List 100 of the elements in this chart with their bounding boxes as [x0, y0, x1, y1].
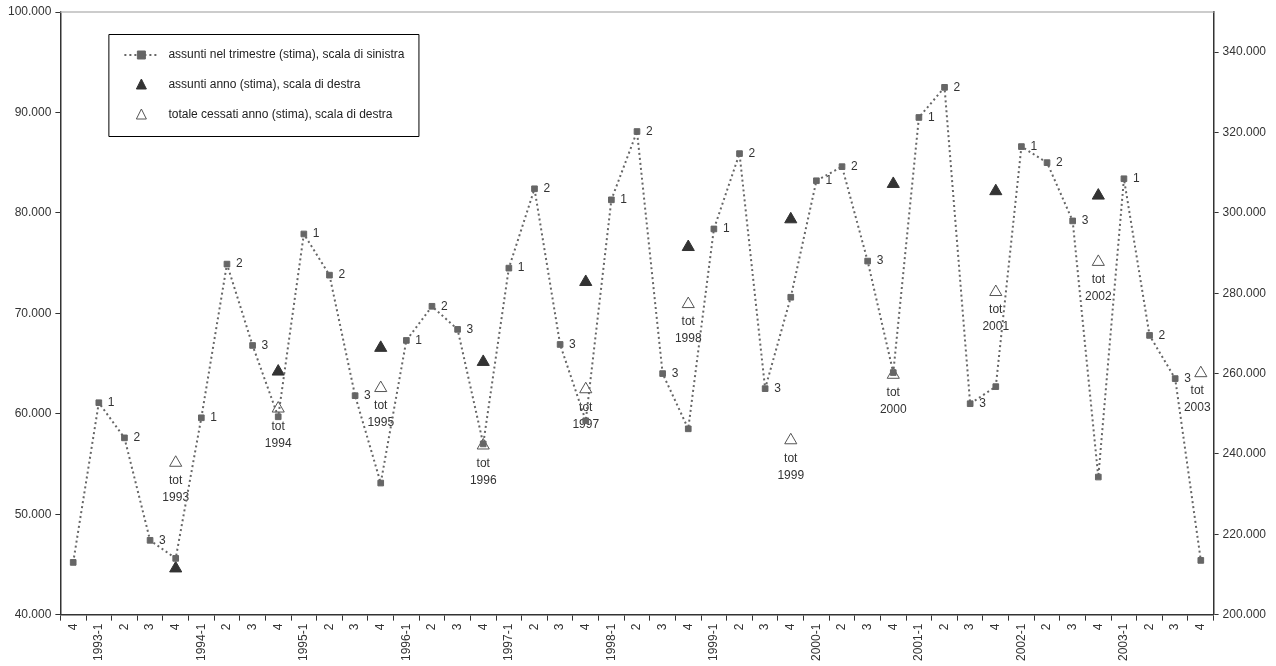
- point: [736, 150, 743, 157]
- x-tick-label: 3: [654, 623, 669, 631]
- point: [1146, 332, 1153, 339]
- y2-tick-label: 220.000: [1222, 526, 1267, 541]
- data-label: tot 1999: [777, 450, 805, 482]
- y2-tick-label: 340.000: [1222, 44, 1267, 59]
- point: [684, 425, 692, 433]
- point: [992, 383, 1000, 390]
- x-tick-label: 3: [347, 623, 362, 631]
- point: [374, 380, 388, 393]
- annotation: 2: [235, 256, 243, 271]
- annotation: 3: [261, 337, 269, 352]
- point: [1018, 143, 1025, 150]
- point: [146, 536, 154, 544]
- annotation: 2: [543, 181, 551, 196]
- annotation: 3: [671, 365, 679, 380]
- point: [69, 559, 77, 566]
- x-tick-label: 2: [321, 623, 336, 631]
- annotation: 1: [415, 332, 423, 347]
- y-tick-label: 100.000: [7, 4, 52, 19]
- point: [198, 414, 205, 422]
- point: [95, 399, 103, 407]
- annotation: 1: [107, 395, 115, 410]
- point: [787, 293, 795, 301]
- annotation: 3: [466, 321, 474, 336]
- point: [608, 196, 615, 204]
- annotation: 2: [133, 430, 141, 445]
- y-tick-label: 60.000: [14, 406, 52, 421]
- legend-label: assunti nel trimestre (stima), scala di sinistra: [168, 47, 405, 62]
- x-tick-label: 1999-1: [706, 623, 721, 662]
- x-tick-label: 4: [65, 623, 80, 631]
- x-tick-label: 4: [578, 623, 593, 631]
- data-label: tot 2001: [982, 302, 1010, 334]
- y2-tick-label: 300.000: [1222, 205, 1267, 220]
- point: [784, 432, 798, 445]
- x-tick-label: 2003-1: [1116, 623, 1131, 662]
- point: [505, 264, 513, 272]
- point: [1091, 188, 1105, 200]
- point: [659, 370, 666, 377]
- data-label: tot 2000: [879, 385, 907, 417]
- x-tick-label: 3: [859, 623, 874, 631]
- y2-tick-label: 320.000: [1222, 124, 1267, 139]
- point: [784, 211, 798, 224]
- y2-tick-label: 260.000: [1222, 365, 1267, 380]
- point: [579, 274, 593, 286]
- x-tick-label: 4: [373, 623, 388, 631]
- x-tick-label: 4: [270, 623, 285, 631]
- annotation: 2: [1158, 327, 1166, 342]
- annotation: 2: [1056, 154, 1064, 169]
- x-tick-label: 4: [885, 623, 900, 631]
- x-tick-label: 3: [962, 623, 977, 631]
- x-tick-label: 4: [783, 623, 798, 631]
- x-tick-label: 3: [449, 623, 464, 631]
- point: [1120, 175, 1128, 183]
- x-tick-label: 1993-1: [91, 623, 106, 662]
- x-tick-label: 1995-1: [296, 623, 311, 662]
- point: [1043, 159, 1051, 166]
- point: [169, 560, 183, 573]
- annotation: 1: [1132, 171, 1140, 186]
- x-tick-label: 4: [1090, 623, 1105, 631]
- data-label: tot 2003: [1183, 383, 1211, 415]
- point: [121, 434, 128, 442]
- legend-label: assunti anno (stima), scala di destra: [168, 77, 361, 92]
- annotation: 2: [748, 145, 756, 160]
- x-tick-label: 2: [1039, 623, 1054, 631]
- annotation: 1: [620, 192, 628, 207]
- point: [169, 455, 183, 467]
- annotation: 1: [722, 221, 730, 236]
- annotation: 1: [210, 410, 218, 425]
- point: [556, 341, 564, 348]
- point: [838, 163, 846, 171]
- annotation: 3: [159, 532, 167, 547]
- annotation: 3: [774, 380, 782, 395]
- x-tick-label: 2: [731, 623, 746, 631]
- point: [249, 342, 256, 349]
- y-tick-label: 90.000: [14, 104, 52, 119]
- x-tick-label: 1997-1: [501, 623, 516, 662]
- data-label: tot 1996: [469, 455, 497, 487]
- annotation: 1: [825, 173, 833, 188]
- x-tick-label: 3: [757, 623, 772, 631]
- point: [476, 354, 490, 366]
- point: [271, 364, 285, 376]
- annotation: 3: [876, 253, 884, 268]
- x-tick-label: 4: [1193, 623, 1208, 631]
- point: [403, 337, 410, 344]
- annotation: 1: [1030, 138, 1038, 153]
- x-tick-label: 2001-1: [911, 623, 926, 662]
- x-tick-label: 1998-1: [603, 623, 618, 662]
- x-tick-label: 1994-1: [193, 623, 208, 662]
- annotation: 3: [569, 336, 577, 351]
- y2-tick-label: 280.000: [1222, 285, 1267, 300]
- point: [761, 385, 769, 392]
- point: [633, 128, 641, 135]
- x-tick-label: 2: [219, 623, 234, 631]
- annotation: 2: [851, 158, 859, 173]
- x-tick-label: 2: [629, 623, 644, 631]
- point: [1069, 217, 1076, 225]
- annotation: 2: [338, 267, 346, 282]
- point: [681, 296, 695, 309]
- point: [989, 284, 1003, 297]
